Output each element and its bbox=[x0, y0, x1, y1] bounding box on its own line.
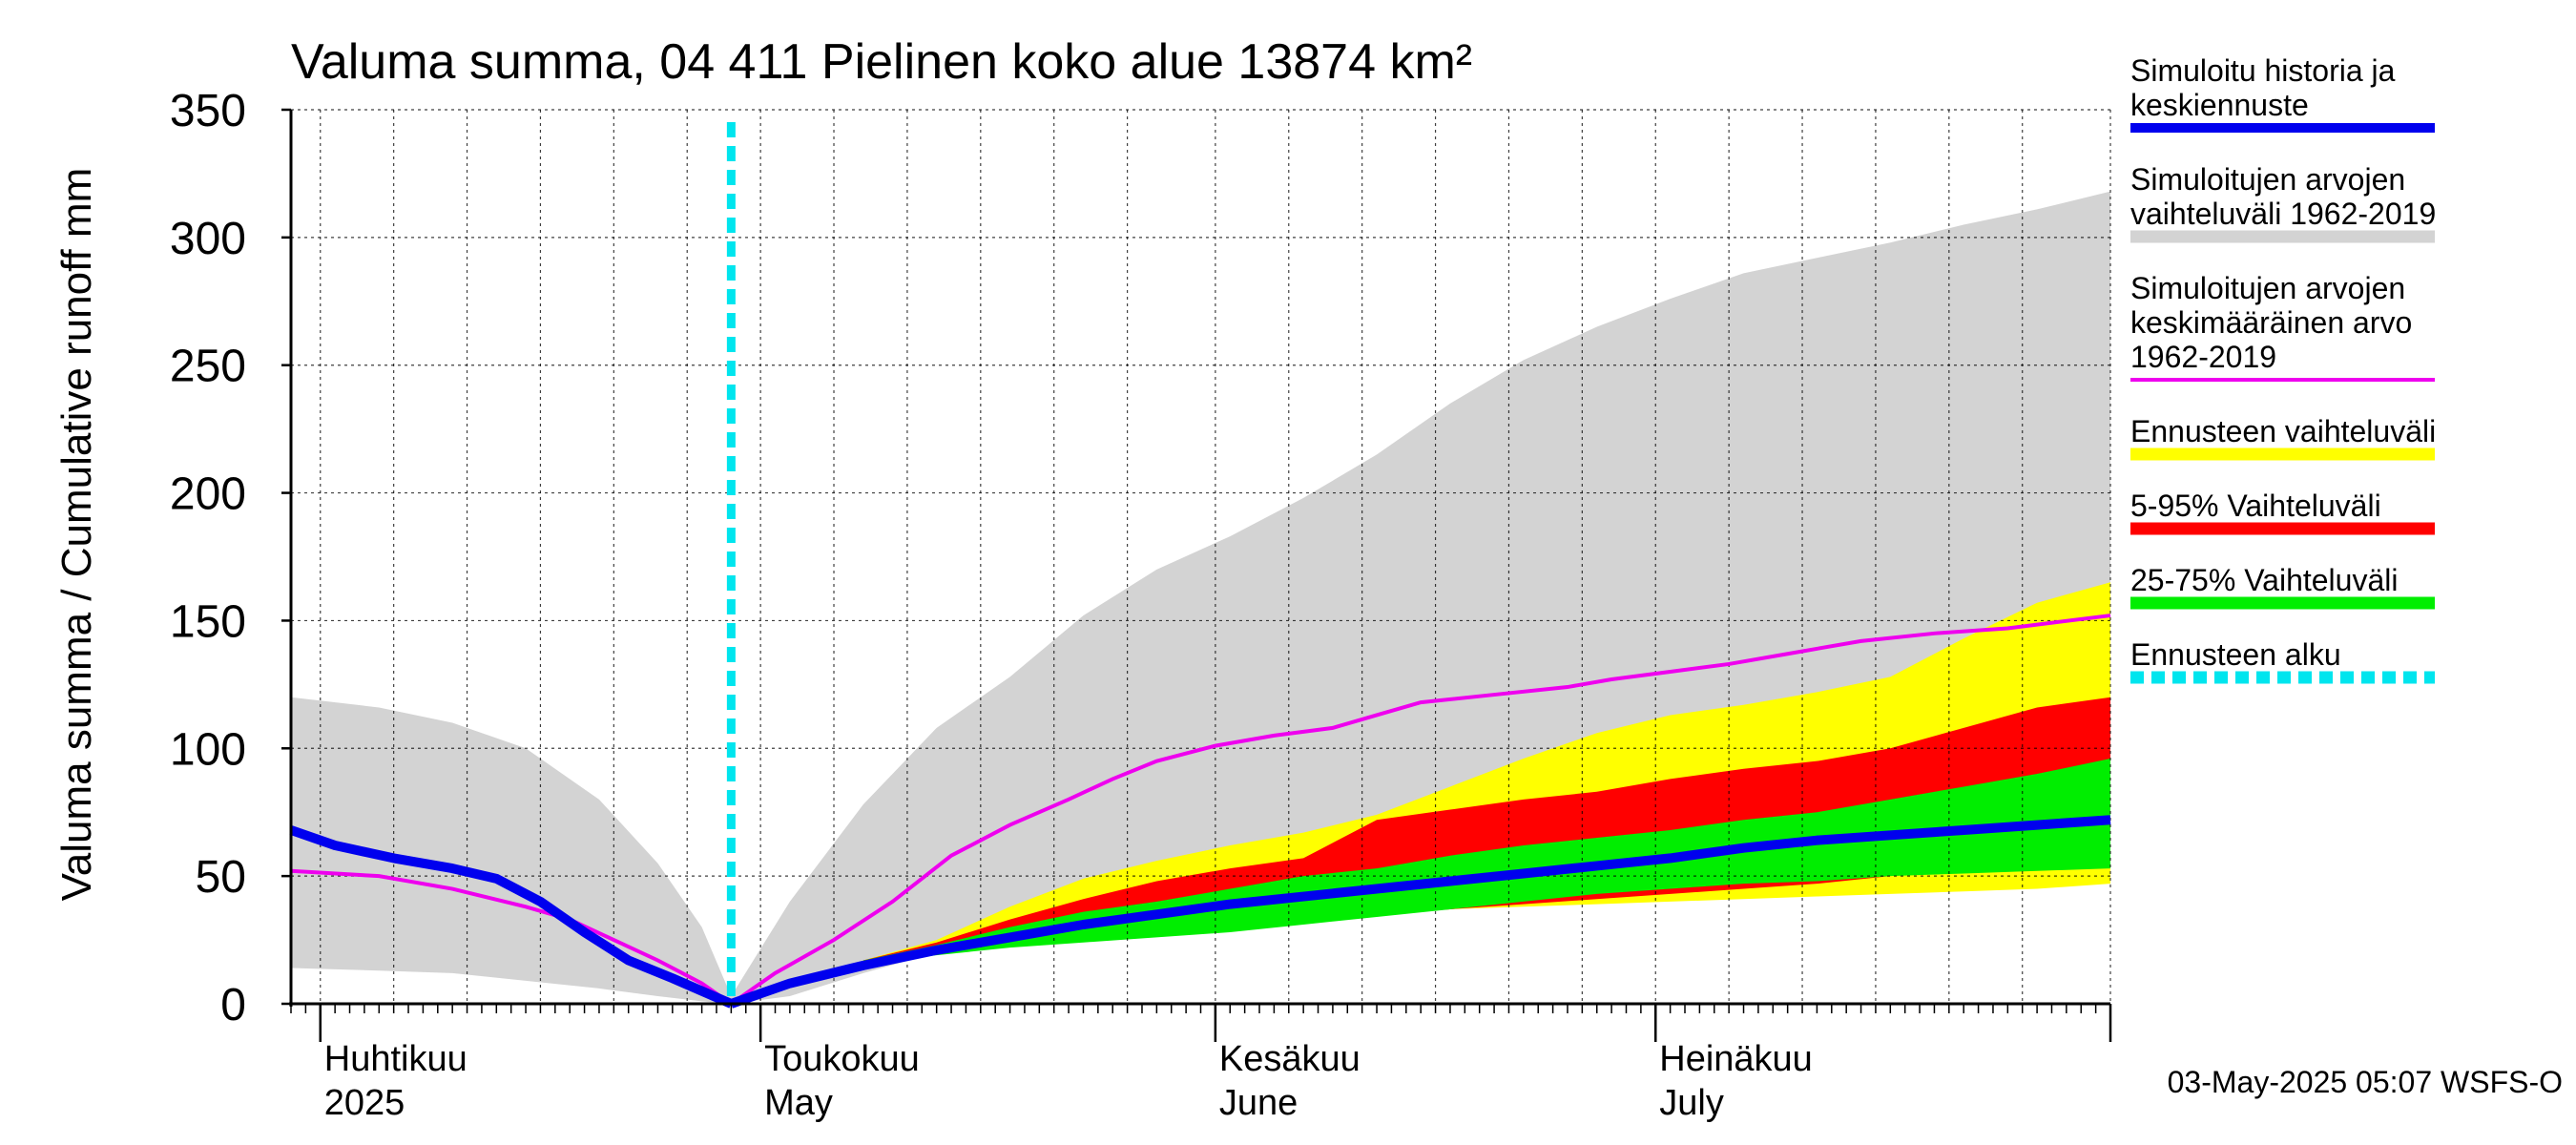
y-tick-label: 350 bbox=[170, 86, 246, 136]
legend-label-fc_start: Ennusteen alku bbox=[2130, 637, 2341, 672]
legend-label-hist: keskiennuste bbox=[2130, 88, 2309, 122]
x-month-label-en: July bbox=[1659, 1083, 1724, 1123]
y-tick-label: 200 bbox=[170, 469, 246, 520]
y-tick-labels: 0 50 100 150 200 250 300 350 bbox=[170, 86, 291, 1030]
footer-timestamp: 03-May-2025 05:07 WSFS-O bbox=[2168, 1065, 2563, 1099]
legend-label-mean: keskimääräinen arvo bbox=[2130, 305, 2412, 340]
grid-lines bbox=[291, 109, 2111, 1004]
y-tick-label: 300 bbox=[170, 214, 246, 264]
x-month-label-en: June bbox=[1219, 1083, 1298, 1123]
y-tick-label: 0 bbox=[220, 980, 246, 1030]
x-month-label-en: May bbox=[764, 1083, 833, 1123]
y-axis-label: Valuma summa / Cumulative runoff mm bbox=[53, 168, 100, 902]
legend-label-p5_95: 5-95% Vaihteluväli bbox=[2130, 489, 2381, 523]
y-tick-label: 100 bbox=[170, 724, 246, 775]
x-month-label-fi: Heinäkuu bbox=[1659, 1039, 1813, 1079]
plot-lines bbox=[289, 122, 2111, 1009]
x-month-label-en: 2025 bbox=[324, 1083, 405, 1123]
legend-label-p25_75: 25-75% Vaihteluväli bbox=[2130, 563, 2398, 597]
y-tick-label: 250 bbox=[170, 342, 246, 392]
chart-title: Valuma summa, 04 411 Pielinen koko alue … bbox=[291, 34, 1472, 90]
legend-label-hist: Simuloitu historia ja bbox=[2130, 53, 2396, 88]
legend-label-range: Simuloitujen arvojen bbox=[2130, 162, 2405, 197]
p5-95-band bbox=[862, 697, 2111, 964]
mean-forecast-line bbox=[729, 815, 2111, 1009]
y-tick-label: 50 bbox=[196, 852, 246, 903]
x-month-label-fi: Huhtikuu bbox=[324, 1039, 467, 1079]
legend-label-fc_range: Ennusteen vaihteluväli bbox=[2130, 414, 2436, 448]
legend-label-mean: 1962-2019 bbox=[2130, 340, 2276, 374]
legend-label-range: vaihteluväli 1962-2019 bbox=[2130, 197, 2436, 231]
x-month-label-fi: Toukokuu bbox=[764, 1039, 920, 1079]
y-tick-label: 150 bbox=[170, 596, 246, 647]
simulated-history-line bbox=[289, 825, 734, 1009]
historical-mean-line bbox=[290, 614, 2111, 1007]
axes bbox=[289, 110, 2112, 1042]
legend-label-mean: Simuloitujen arvojen bbox=[2130, 271, 2405, 305]
x-month-label-fi: Kesäkuu bbox=[1219, 1039, 1361, 1079]
